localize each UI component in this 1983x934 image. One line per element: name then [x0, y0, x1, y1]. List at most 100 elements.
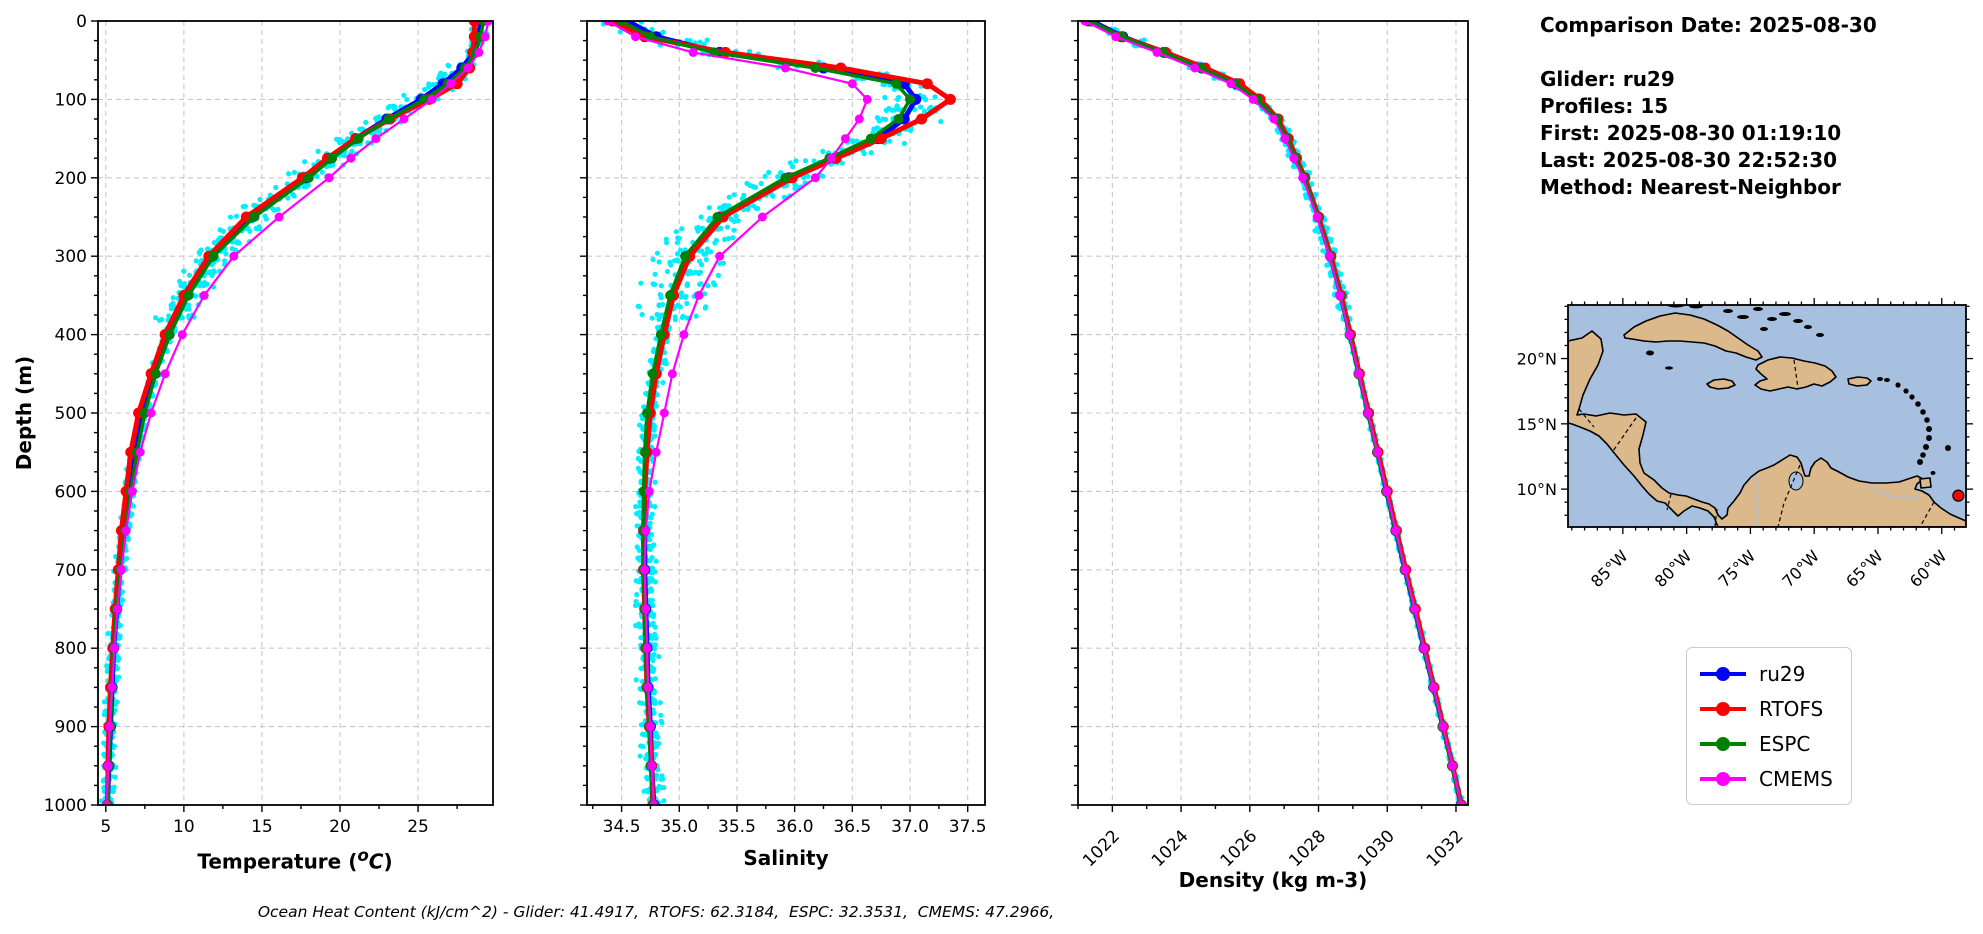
ESPC-marker	[150, 368, 161, 379]
map-river	[1867, 486, 1921, 500]
RTOFS-marker	[921, 78, 933, 90]
map-lake-maracaibo	[1788, 471, 1804, 491]
CMEMS-marker	[1080, 21, 1090, 26]
CMEMS-marker	[1335, 290, 1345, 300]
ESPC-marker	[893, 114, 904, 124]
legend-line-sample	[1700, 736, 1746, 751]
CMEMS-marker	[1372, 447, 1382, 457]
CMEMS-marker	[645, 722, 655, 732]
depth-tick-label: 300	[55, 247, 87, 267]
map-lat-label: 15°N	[1517, 415, 1557, 434]
map-land-puerto-rico	[1847, 376, 1872, 387]
ESPC-marker	[712, 212, 723, 222]
depth-tick-labels: 0 100 200 300 400 500 600 700 800 900 1000	[44, 12, 87, 816]
depth-tick-label: 800	[55, 639, 87, 659]
info-gap	[1540, 39, 1877, 66]
map-island	[1930, 471, 1936, 475]
map-lon-label: 70°W	[1778, 546, 1823, 591]
CMEMS-marker	[644, 486, 654, 496]
map-land-trinidad	[1919, 477, 1932, 489]
CMEMS-marker	[854, 114, 864, 124]
map-island	[1909, 394, 1915, 400]
CMEMS-marker	[1410, 604, 1420, 614]
CMEMS-marker	[1419, 643, 1429, 653]
CMEMS-marker	[160, 369, 170, 379]
ESPC-marker	[905, 94, 915, 105]
CMEMS-marker	[827, 153, 837, 163]
x-tick-label: 1026	[1217, 826, 1262, 871]
map-land-jamaica	[1706, 378, 1736, 390]
CMEMS-marker	[463, 63, 473, 73]
map-country-border	[1578, 408, 1595, 428]
map-island	[1884, 378, 1890, 382]
map-island	[1723, 309, 1733, 313]
CMEMS-marker	[399, 114, 409, 124]
salinity-axis-label: Salinity	[743, 846, 829, 870]
info-last: Last: 2025-08-30 22:52:30	[1540, 148, 1838, 172]
CMEMS-marker	[641, 526, 651, 536]
map-ticks	[1561, 298, 1973, 534]
ESPC-profile	[102, 21, 489, 805]
info-glider: Glider: ru29	[1540, 67, 1675, 91]
info-first: First: 2025-08-30 01:19:10	[1540, 121, 1842, 145]
CMEMS-marker	[715, 251, 725, 261]
depth-tick-label: 100	[55, 90, 87, 110]
map-lon-label: 85°W	[1587, 546, 1632, 591]
map-island	[1767, 317, 1777, 321]
map-island	[1926, 426, 1932, 432]
map-lon-label: 65°W	[1842, 546, 1887, 591]
CMEMS-marker	[1382, 486, 1392, 496]
CMEMS-profile	[1080, 21, 1466, 805]
legend-entry-CMEMS: CMEMS	[1699, 761, 1839, 796]
map-island	[1903, 388, 1909, 394]
ESPC-marker	[780, 172, 791, 183]
legend-marker	[1716, 701, 1730, 716]
CMEMS-marker	[199, 290, 209, 300]
x-tick-labels: 1022 1024 1026 1028 1030 1032	[1079, 826, 1467, 871]
ESPC-marker	[208, 251, 219, 262]
CMEMS-profile	[102, 21, 493, 805]
CMEMS-marker	[659, 408, 669, 418]
x-tick-label: 1028	[1285, 826, 1330, 871]
map-island	[1920, 409, 1926, 415]
ESPC-marker	[639, 447, 650, 458]
ESPC-marker	[164, 329, 175, 340]
depth-tick-label: 200	[55, 169, 87, 189]
x-tick-label: 35.0	[660, 817, 698, 837]
CMEMS-marker	[643, 682, 653, 692]
CMEMS-marker	[102, 800, 112, 805]
map-island	[1915, 401, 1921, 407]
CMEMS-marker	[346, 153, 356, 163]
x-tick-label: 20	[329, 817, 351, 837]
legend-line-sample	[1700, 666, 1746, 681]
CMEMS-marker	[780, 63, 790, 73]
CMEMS-marker	[1363, 408, 1373, 418]
CMEMS-marker	[640, 565, 650, 575]
ESPC-marker	[616, 21, 627, 26]
CMEMS-marker	[229, 251, 239, 261]
map-country-border	[1777, 464, 1801, 527]
map-island	[1737, 315, 1749, 319]
ESPC-marker	[642, 408, 652, 418]
ESPC-marker	[139, 408, 150, 418]
CMEMS-marker	[647, 761, 657, 771]
map-land-cuba	[1623, 312, 1763, 361]
CMEMS-marker	[274, 212, 284, 222]
CMEMS-marker	[480, 32, 490, 42]
legend-marker	[1716, 666, 1730, 681]
CMEMS-profile	[603, 21, 872, 805]
map-river	[1753, 476, 1759, 527]
glider-position-marker	[1952, 489, 1965, 502]
x-tick-label: 1024	[1148, 826, 1193, 871]
legend-line-sample	[1700, 701, 1746, 716]
CMEMS-marker	[1298, 173, 1308, 183]
CMEMS-marker	[121, 526, 131, 536]
CMEMS-marker	[1289, 153, 1299, 163]
map-lon-label: 60°W	[1906, 546, 1951, 591]
CMEMS-marker	[1345, 330, 1354, 340]
ESPC-marker	[183, 290, 194, 301]
x-tick-label: 10	[173, 817, 195, 837]
legend-marker	[1716, 771, 1730, 786]
